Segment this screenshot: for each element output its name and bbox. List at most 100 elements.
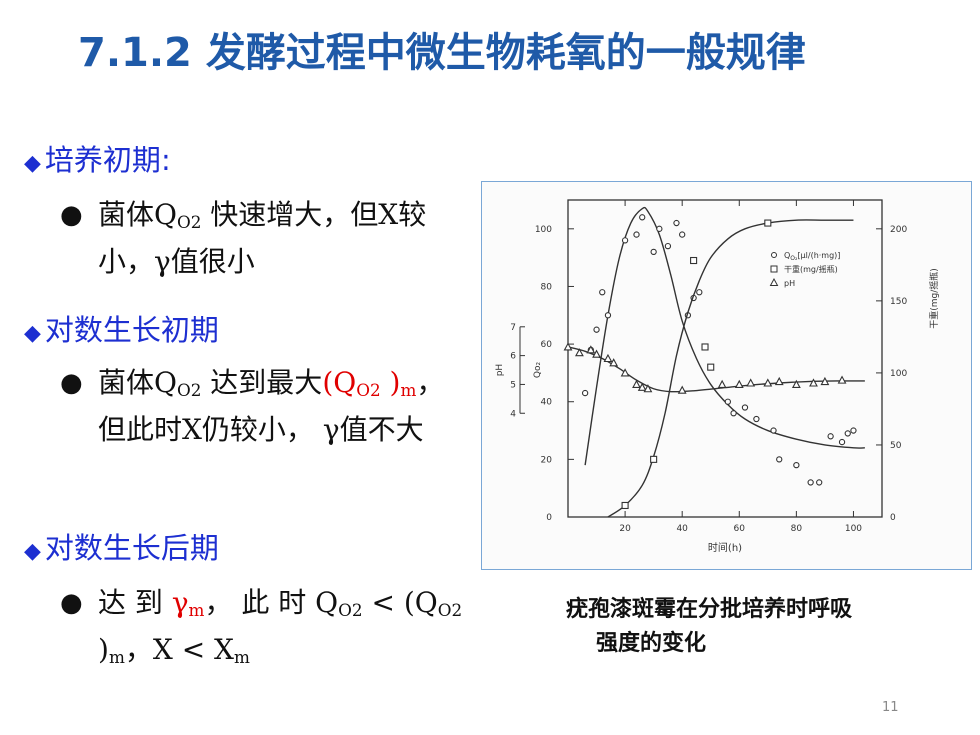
qo2-point (807, 479, 814, 486)
qo2-point (827, 433, 834, 440)
ph-point (791, 379, 801, 388)
ph-tick-label: 5 (510, 380, 516, 390)
dry-weight-point (707, 363, 715, 371)
qo2-point (679, 231, 686, 238)
qo2-point (696, 289, 703, 296)
ph-point (632, 379, 641, 388)
ph-point (763, 378, 773, 387)
qo2-point (664, 242, 672, 250)
dot-bullet-icon: ● (60, 368, 83, 398)
legend-label: 干重(mg/摇瓶) (784, 264, 838, 274)
respiration-chart: 20 40 60 80 100 0 20 40 60 80 100 0 50 100 150 200 4 5 6 7 时… (495, 199, 940, 554)
ph-point (734, 379, 744, 388)
ph-point (746, 378, 756, 387)
qo2-point (639, 214, 646, 221)
ph-point (717, 379, 727, 388)
right-tick-label: 150 (890, 297, 907, 307)
x-axis-label: 时间(h) (708, 541, 742, 554)
dry-weight-point (690, 256, 698, 265)
diamond-bullet-icon: ◆ (24, 539, 41, 564)
bullet-item-early-log: ● 菌体QO2 达到最大(QO2 )m，但此时X仍较小， γ值不大 (60, 363, 470, 450)
legend-circle-icon (771, 252, 777, 258)
ph-point (592, 349, 601, 358)
x-tick-label: 60 (734, 524, 746, 534)
ph-point (603, 353, 613, 363)
qo2-point (793, 461, 800, 469)
ph-tick-label: 7 (510, 323, 516, 333)
qo2-point (593, 326, 600, 333)
left-tick-label: 100 (535, 225, 552, 235)
qo2-point (604, 312, 612, 319)
dry-weight-point (701, 343, 709, 351)
qo2-point (730, 410, 737, 417)
plot-frame (567, 199, 883, 518)
qo2-point (581, 389, 589, 397)
dot-bullet-icon: ● (60, 200, 83, 230)
legend-square-icon (770, 265, 778, 273)
page-title: 7.1.2 发酵过程中微生物耗氧的一般规律 (78, 30, 806, 76)
diamond-bullet-icon: ◆ (24, 321, 41, 346)
legend-label: pH (784, 279, 795, 288)
left-tick-label: 40 (541, 398, 553, 408)
qo2-point (844, 430, 851, 437)
qo2-point (673, 219, 680, 227)
right-tick-label: 0 (890, 513, 896, 523)
x-tick-label: 40 (676, 524, 688, 534)
qo2-axis-label: Qo₂ (533, 362, 543, 379)
x-tick-label: 100 (845, 524, 862, 534)
qo2-point (650, 248, 657, 256)
ph-point (837, 375, 847, 384)
ph-point (609, 358, 619, 367)
right-axis-label: 干重(mg/摇瓶) (928, 268, 940, 329)
respiration-chart-figure: 20 40 60 80 100 0 20 40 60 80 100 0 50 100 150 200 4 5 6 7 时… (481, 181, 972, 570)
legend-label: QO₂[μl/(h·mg)] (784, 251, 840, 262)
ph-axis-label: pH (495, 364, 505, 376)
section-heading-late-log: ◆ 对数生长后期 (24, 531, 219, 565)
ph-point (809, 378, 818, 387)
qo2-point (850, 427, 857, 434)
series-curve-0 (584, 206, 865, 466)
ph-point (774, 376, 784, 386)
qo2-point (724, 398, 732, 405)
right-tick-label: 50 (890, 441, 902, 451)
qo2-point (633, 231, 640, 238)
series-curve-2 (567, 346, 865, 393)
ph-point (643, 384, 653, 393)
qo2-point (753, 415, 760, 423)
dot-bullet-icon: ● (60, 588, 83, 618)
left-tick-label: 80 (541, 282, 553, 292)
section-heading-initial: ◆ 培养初期: (24, 143, 171, 177)
right-tick-label: 200 (890, 225, 907, 235)
right-tick-label: 100 (890, 369, 907, 379)
ph-point (820, 376, 830, 386)
qo2-point (656, 225, 663, 232)
bullet-item-late-log: ● 达 到 γm， 此 时 QO2 < (QO2 )m，X < Xm (60, 583, 470, 677)
diamond-bullet-icon: ◆ (24, 151, 41, 176)
ph-point (586, 345, 596, 354)
ph-tick-label: 6 (510, 352, 516, 362)
ph-tick-label: 4 (510, 409, 516, 419)
left-tick-label: 60 (541, 340, 553, 350)
qo2-point (776, 456, 783, 463)
figure-caption: 疣孢漆斑霉在分批培养时呼吸 强度的变化 (566, 596, 853, 656)
qo2-point (770, 427, 777, 434)
left-tick-label: 0 (546, 513, 552, 523)
qo2-point (621, 237, 629, 244)
ph-point (677, 385, 687, 394)
page-number: 11 (882, 700, 899, 715)
ph-point (637, 382, 647, 391)
ph-point (620, 368, 630, 377)
x-tick-label: 80 (791, 524, 803, 534)
series-curve-1 (607, 219, 854, 518)
qo2-point (599, 289, 606, 296)
section-heading-early-log: ◆ 对数生长初期 (24, 313, 219, 347)
qo2-point (838, 438, 846, 446)
legend-triangle-icon (769, 277, 779, 286)
ph-point (574, 348, 584, 357)
ph-point (563, 342, 573, 351)
dry-weight-point (621, 501, 629, 510)
bullet-item-initial: ● 菌体QO2 快速增大，但X较小，γ值很小 (60, 195, 470, 282)
qo2-point (816, 479, 823, 486)
qo2-point (741, 404, 749, 411)
dry-weight-point (764, 219, 772, 227)
